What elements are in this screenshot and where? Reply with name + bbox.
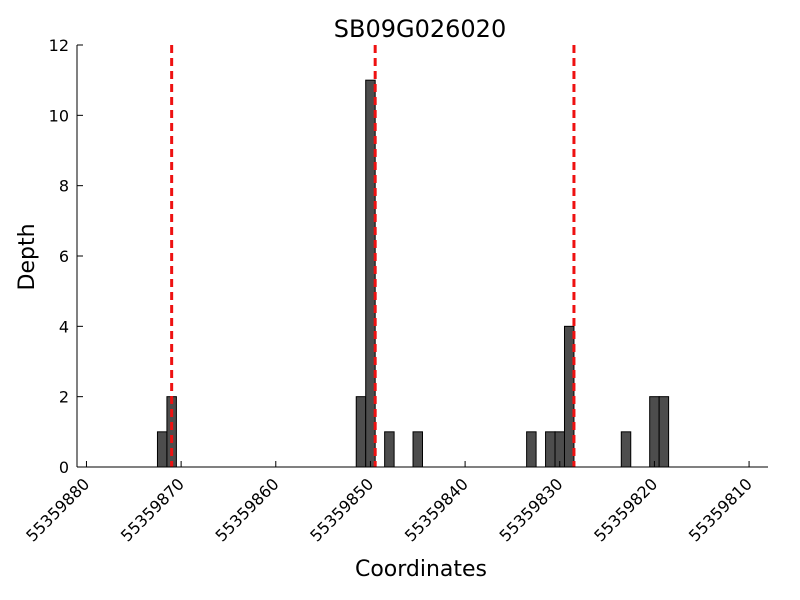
y-tick-label-2: 2 xyxy=(59,388,69,407)
x-axis-label: Coordinates xyxy=(355,557,487,582)
bar-55359872 xyxy=(156,431,168,468)
x-tick-label-55359870: 55359870 xyxy=(117,474,188,545)
x-tick-label-55359840: 55359840 xyxy=(401,474,472,545)
y-tick-label-6: 6 xyxy=(59,247,69,266)
bar-55359845 xyxy=(412,431,423,468)
bar-55359833 xyxy=(526,431,537,468)
y-tick-label-12: 12 xyxy=(49,36,69,55)
bar-55359823 xyxy=(620,431,632,468)
y-tick-label-4: 4 xyxy=(59,317,69,336)
bar-55359820 xyxy=(649,396,660,468)
x-tick-label-55359830: 55359830 xyxy=(496,474,567,545)
y-axis-label: Depth xyxy=(15,223,40,290)
y-tick-label-0: 0 xyxy=(59,458,69,477)
x-tick-label-55359850: 55359850 xyxy=(306,474,377,545)
x-tick-label-55359880: 55359880 xyxy=(22,474,93,545)
bar-55359831 xyxy=(545,431,556,468)
y-tick-label-8: 8 xyxy=(59,177,69,196)
y-tick-label-10: 10 xyxy=(49,106,69,125)
x-tick-label-55359820: 55359820 xyxy=(590,474,661,545)
plot-area: 0 2 4 6 8 10 12 55359880 55359870 55359860 5535985… xyxy=(22,36,768,545)
x-tick-label-55359810: 55359810 xyxy=(685,474,756,545)
x-tick-label-55359860: 55359860 xyxy=(212,474,283,545)
chart-title: SB09G026020 xyxy=(334,15,506,43)
bar-55359851 xyxy=(355,396,367,468)
bar-55359871 xyxy=(166,396,177,468)
bar-55359848 xyxy=(384,431,395,468)
bar-55359819 xyxy=(658,396,670,468)
